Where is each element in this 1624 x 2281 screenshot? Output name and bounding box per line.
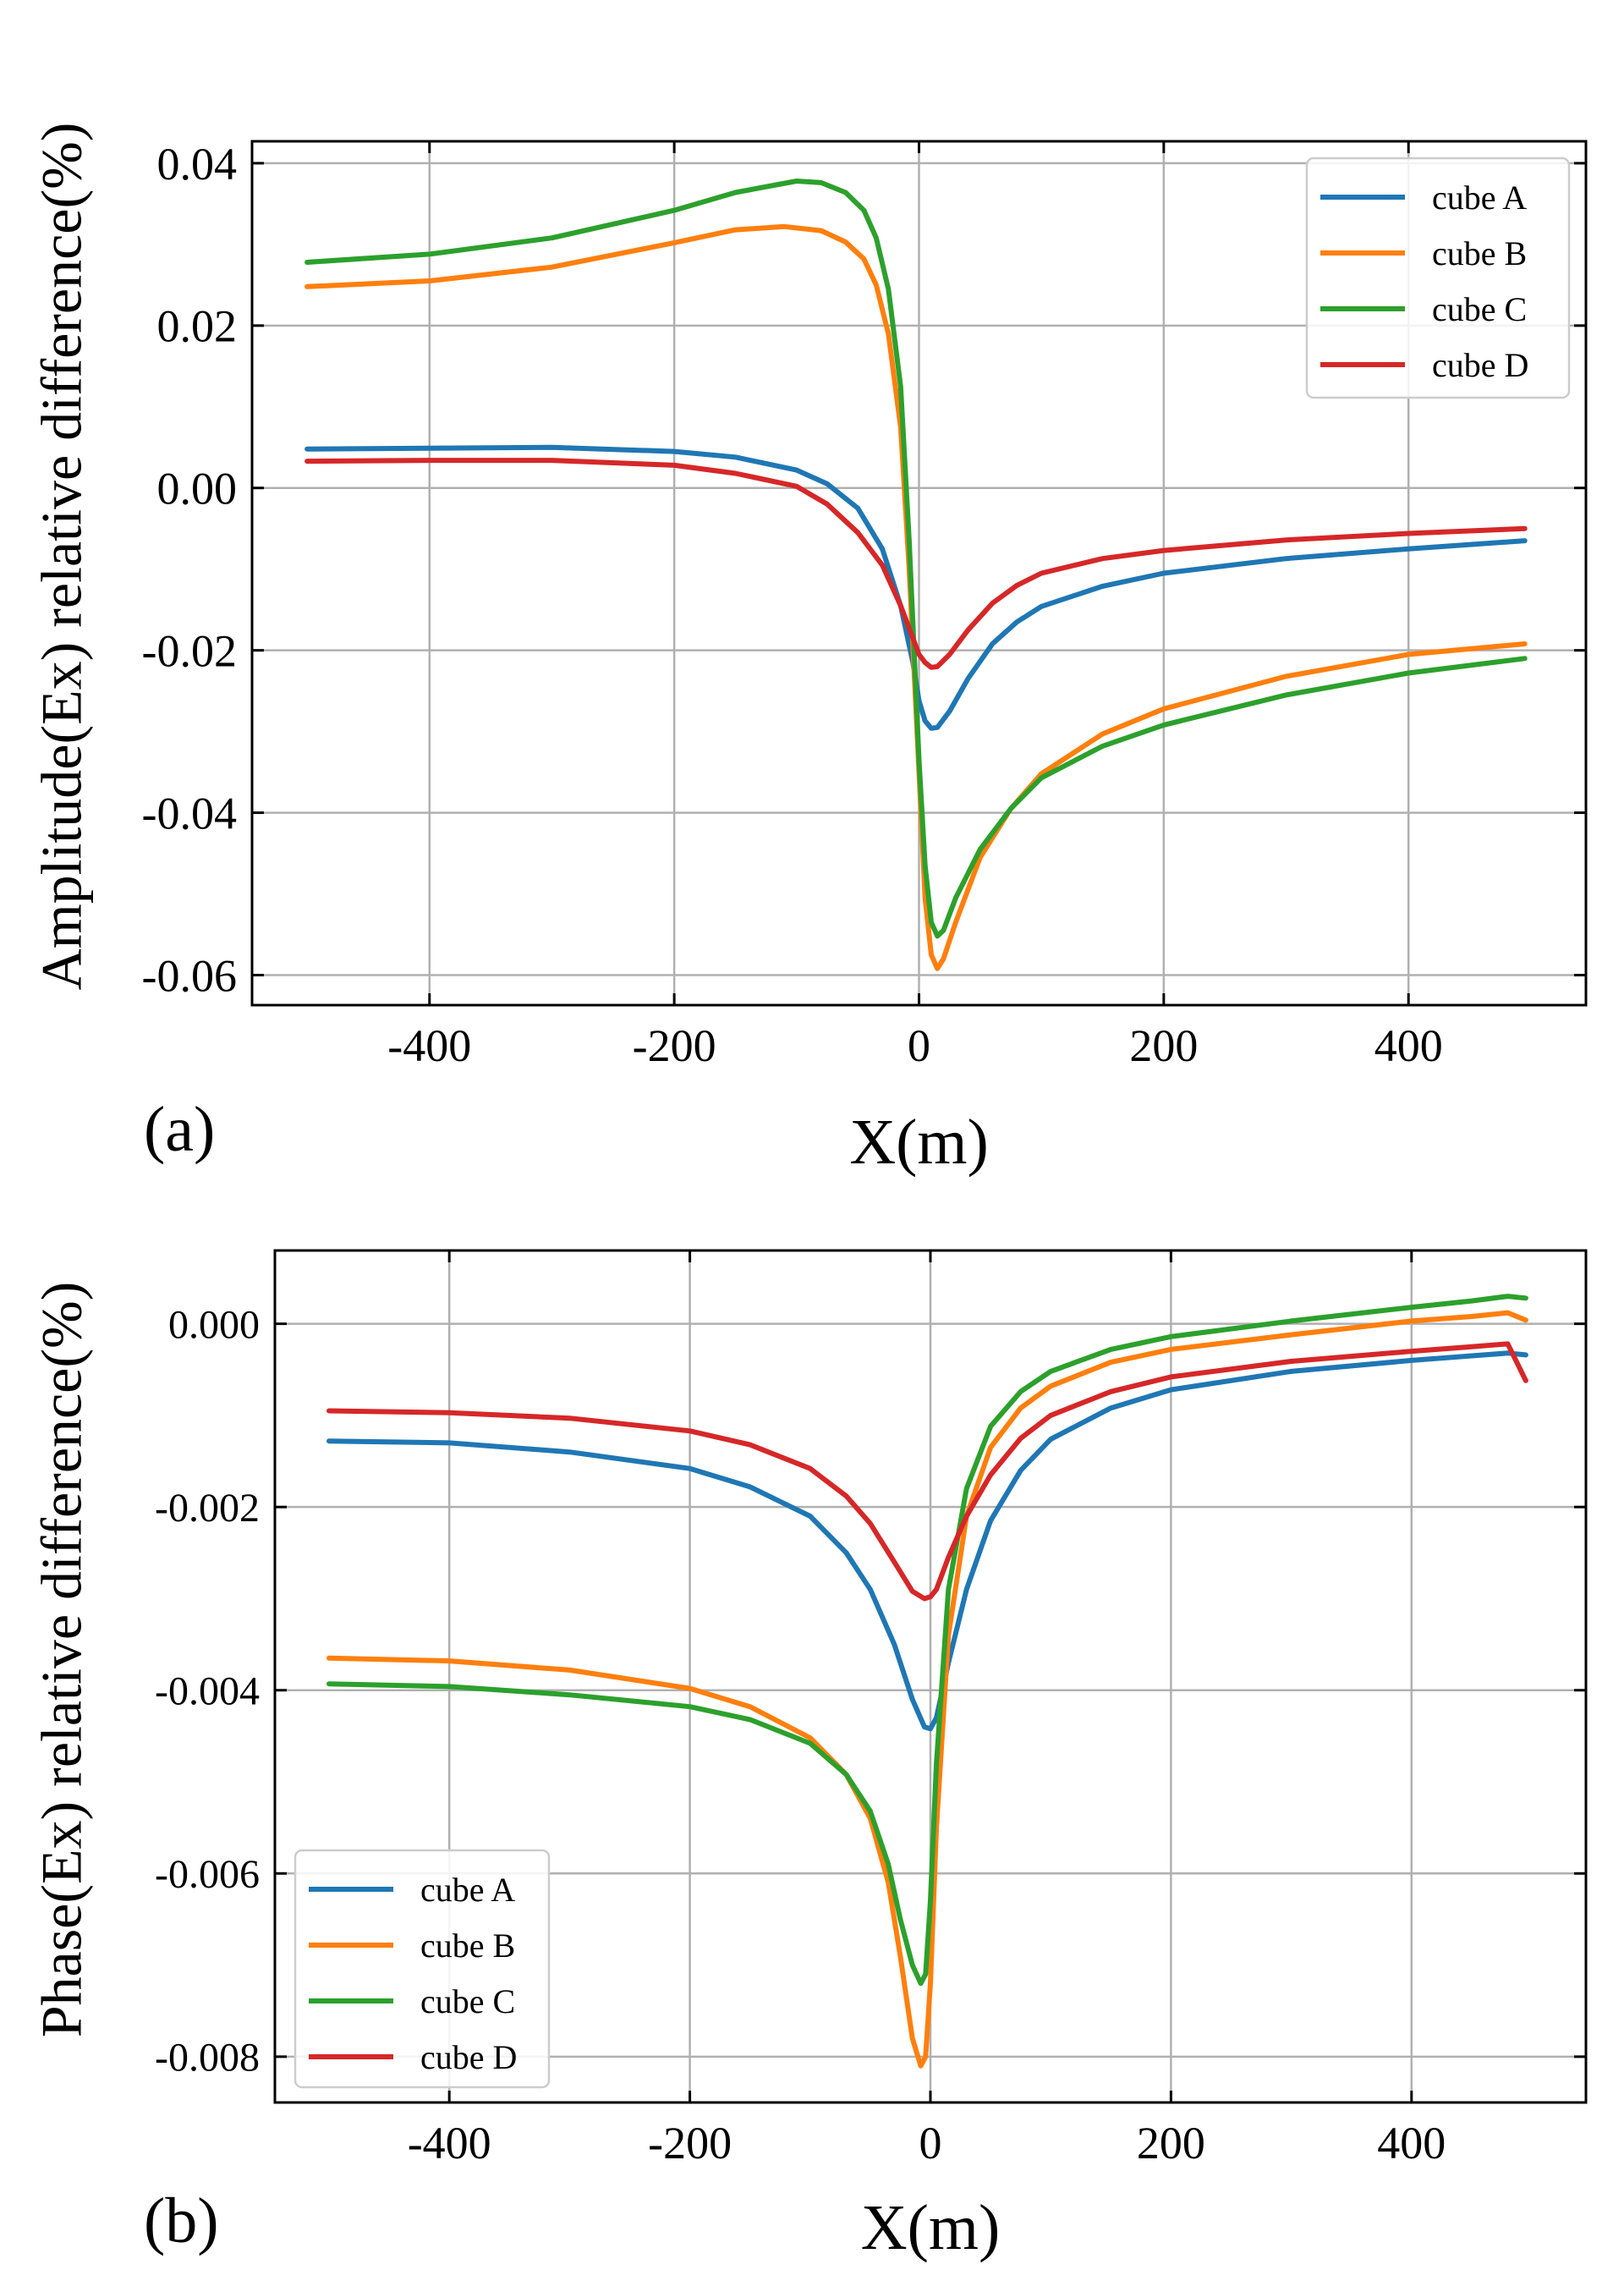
legend-label-cube-c: cube C: [1432, 290, 1527, 328]
legend-label-cube-d: cube D: [1432, 346, 1528, 384]
y-tick-label: -0.004: [155, 1669, 260, 1714]
x-tick-label: -400: [387, 1020, 471, 1071]
y-tick-label: -0.006: [155, 1852, 260, 1897]
x-tick-label: 400: [1374, 1020, 1443, 1071]
series-line-cube-c: [304, 179, 1528, 939]
y-tick-label: -0.008: [155, 2036, 260, 2080]
series-line-cube-c: [326, 1294, 1528, 1987]
series-line-cube-b: [326, 1310, 1528, 2069]
series-line-cube-d: [326, 1341, 1528, 1602]
legend-box: [1305, 157, 1571, 399]
legend-label-cube-c: cube C: [420, 1982, 515, 2020]
x-tick-label: -400: [408, 2118, 491, 2168]
x-tick-label: 0: [919, 2118, 942, 2168]
y-axis-label: Phase(Ex) relative difference(%): [30, 1282, 94, 2038]
x-axis-label: X(m): [861, 2192, 1001, 2263]
series-group: [326, 1294, 1528, 2069]
y-tick-label: 0.000: [168, 1302, 260, 1347]
legend-box: [294, 1849, 551, 2089]
y-tick-label: -0.04: [142, 788, 237, 838]
series-line-cube-a: [326, 1350, 1528, 1732]
legend-label-cube-b: cube B: [420, 1926, 515, 1965]
legend: cube A cube B cube C cube D: [1305, 157, 1571, 399]
y-tick-label: 0.00: [157, 464, 238, 514]
x-tick-label: -200: [633, 1020, 716, 1071]
panel-label: (a): [144, 1094, 215, 1165]
legend-label-cube-a: cube A: [420, 1871, 515, 1909]
y-axis-label: Amplitude(Ex) relative difference(%): [30, 123, 94, 991]
y-tick-label: -0.02: [142, 626, 237, 677]
y-tick-label: -0.002: [155, 1486, 260, 1531]
legend-label-cube-d: cube D: [420, 2038, 517, 2076]
x-tick-label: 400: [1377, 2118, 1446, 2168]
y-tick-label: 0.04: [157, 139, 238, 190]
panel-a: -400 -200 0 200 400 -0.06 -0.04 -0.02 0.00 0.02 0.…: [30, 123, 1588, 1178]
x-tick-label: 200: [1129, 1020, 1198, 1071]
x-axis-label: X(m): [849, 1107, 989, 1178]
series-group: [304, 179, 1528, 971]
legend: cube A cube B cube C cube D: [294, 1849, 551, 2089]
legend-label-cube-b: cube B: [1432, 234, 1527, 272]
y-tick-label: 0.02: [157, 301, 238, 352]
panel-b: -400 -200 0 200 400 -0.008 -0.006 -0.004 -0.002 0…: [30, 1249, 1588, 2263]
legend-label-cube-a: cube A: [1432, 179, 1527, 217]
y-tick-label: -0.06: [142, 950, 237, 1001]
panel-label: (b): [144, 2185, 219, 2256]
x-tick-label: -200: [648, 2118, 732, 2168]
series-line-cube-d: [304, 458, 1528, 670]
x-tick-label: 200: [1137, 2118, 1205, 2168]
series-line-cube-a: [304, 444, 1528, 731]
x-tick-label: 0: [908, 1020, 930, 1071]
